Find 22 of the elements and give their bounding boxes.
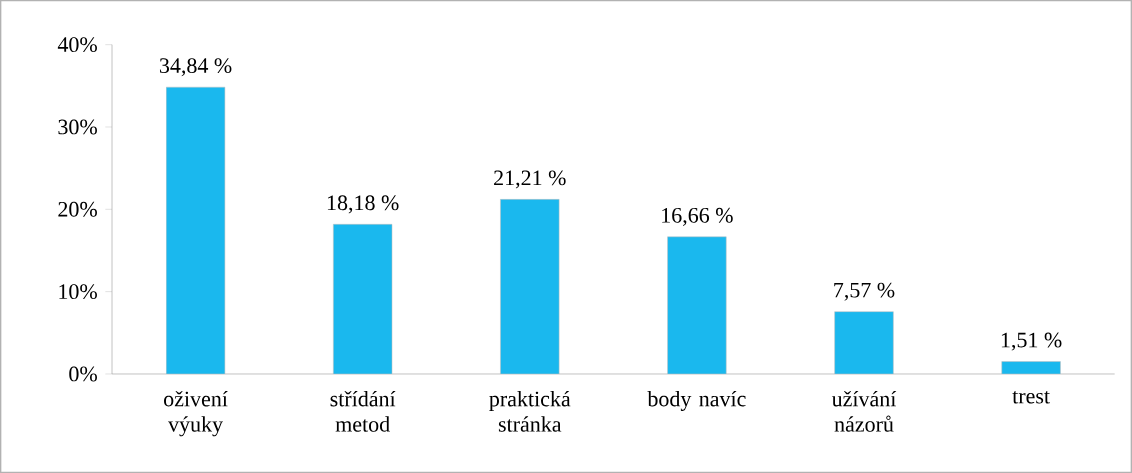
bar [165,86,226,374]
x-tick-label: body navíc [647,390,746,411]
bar [834,311,894,374]
y-tick-label: 40% [57,37,97,53]
x-tick-label: trest [1012,390,1050,404]
x-tick-label: praktická stránka [489,390,571,432]
y-tick-label: 10% [59,284,97,300]
y-tick-label: 20% [58,201,97,217]
data-label: 7,57 % [834,282,895,301]
bar [333,224,393,374]
bar [500,199,560,374]
data-label: 18,18 % [327,195,399,214]
data-label: 1,51 % [1001,332,1062,351]
x-tick-label: střídání metod [330,390,396,432]
data-label: 21,21 % [494,170,566,189]
x-tick-label: užívání názorů [831,390,897,432]
y-tick-label: 0% [69,366,97,382]
y-tick-label: 30% [58,119,97,135]
x-tick-label: oživení výuky [164,390,228,437]
data-label: 16,66 % [662,207,733,226]
data-label: 34,84 % [159,58,232,77]
bar [667,236,727,374]
